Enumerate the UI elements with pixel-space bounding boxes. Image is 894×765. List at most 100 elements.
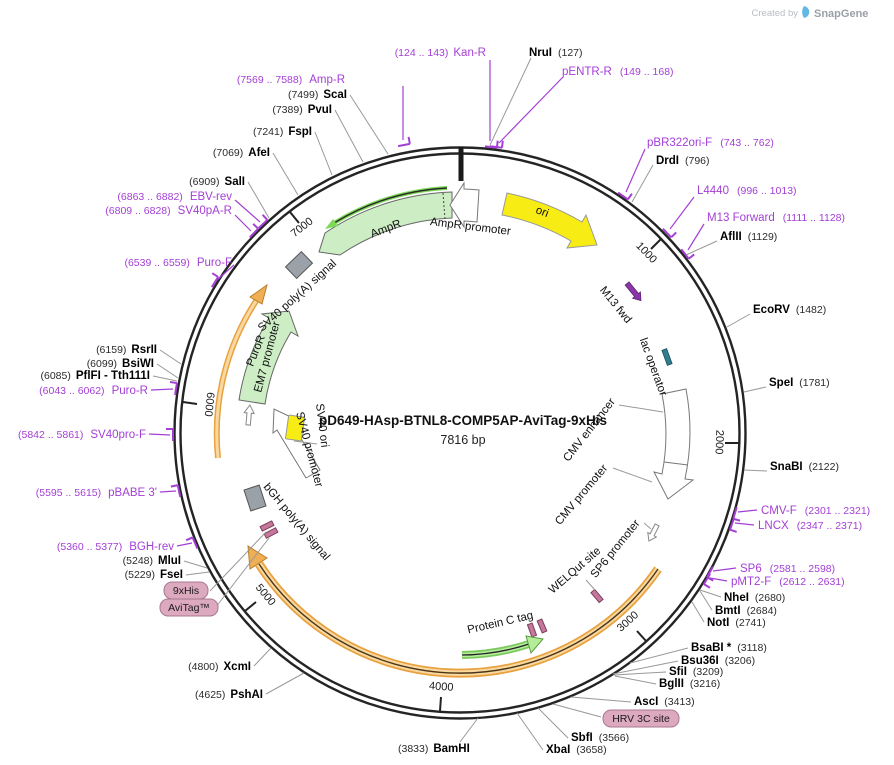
site-label-m13-forward[interactable]: M13 Forward (1111 .. 1128) [707, 212, 845, 224]
site-label-sv40pro-f[interactable]: (5842 .. 5861) SV40pro-F [18, 429, 146, 441]
site-label-rsrii[interactable]: (6159) RsrII [96, 344, 157, 356]
feature-ampr-promoter[interactable] [449, 181, 480, 229]
feature-orf-arc[interactable] [247, 545, 662, 678]
label-ori[interactable]: ori [534, 204, 550, 220]
origin-tick [458, 147, 464, 181]
site-label-snabi[interactable]: SnaBI (2122) [770, 461, 839, 473]
feature-lac-operator-mark[interactable] [661, 348, 673, 366]
feature-cmv[interactable] [653, 388, 695, 500]
site-label-puro-r[interactable]: (6043 .. 6062) Puro-R [39, 385, 148, 397]
label-m13-fwd[interactable]: M13 fwd [597, 284, 634, 325]
site-label-asci[interactable]: AscI (3413) [634, 696, 695, 708]
site-pos: (5842 .. 5861) [18, 429, 83, 441]
site-name: FspI [288, 126, 312, 138]
orf2-arrowhead [249, 283, 268, 305]
site-pos: (7069) [213, 147, 243, 159]
site-label-aflii[interactable]: AflII (1129) [720, 231, 777, 243]
site-label-pentr-r[interactable]: pENTR-R (149 .. 168) [562, 66, 674, 78]
avitag-badge[interactable] [159, 598, 219, 617]
feature-puror-band[interactable] [238, 310, 299, 405]
feature-ampr[interactable] [318, 186, 453, 256]
site-label-nhei[interactable]: NheI (2680) [724, 592, 785, 604]
site-name: AflII [720, 231, 742, 243]
site-label-bsiwi[interactable]: (6099) BsiWI [87, 358, 154, 370]
site-pos: (996 .. 1013) [737, 185, 797, 197]
leader-sp6-promoter [643, 522, 652, 530]
label-lac-operator[interactable]: lac operator [637, 336, 669, 397]
label-protein-c-tag[interactable]: Protein C tag [466, 610, 534, 637]
site-label-cmv-f[interactable]: CMV-F (2301 .. 2321) [761, 505, 870, 517]
feature-em7-arrow[interactable] [243, 404, 256, 426]
label-cmv-promoter[interactable]: CMV promoter [553, 462, 610, 527]
leader-xcmi [253, 647, 272, 667]
site-label-amp-r[interactable]: (7569 .. 7588) Amp-R [237, 74, 345, 86]
site-label-fspi[interactable]: (7241) FspI [253, 126, 312, 138]
feature-sv40-ori-box[interactable] [285, 414, 305, 442]
site-label-pbabe-3[interactable]: (5595 .. 5615) pBABE 3' [36, 487, 157, 499]
site-label-spei[interactable]: SpeI (1781) [769, 377, 830, 389]
sv40-polya-box[interactable] [284, 250, 314, 280]
site-label-afei[interactable]: (7069) AfeI [213, 147, 270, 159]
site-label-bglii[interactable]: BglII (3216) [659, 678, 720, 690]
leader-cmv-promoter [612, 467, 653, 483]
leader-sbfi [537, 707, 569, 739]
label-cmv-enhancer[interactable]: CMV enhancer [561, 396, 618, 464]
site-label-pshai[interactable]: (4625) PshAI [195, 689, 263, 701]
site-label-bsu36i[interactable]: Bsu36I (3206) [681, 655, 755, 667]
leader-bsabi [629, 647, 689, 664]
leader-scai [349, 94, 389, 155]
feature-m13-fwd-arrow[interactable] [623, 280, 645, 303]
welqut-site-mark[interactable] [590, 588, 604, 604]
site-label-noti[interactable]: NotI (2741) [707, 617, 766, 629]
site-label-pbr322ori-f[interactable]: pBR322ori-F (743 .. 762) [647, 137, 774, 149]
site-name: AscI [634, 696, 658, 708]
label-sv40-ori[interactable]: SV40 ori [313, 403, 330, 448]
site-label-mlui[interactable]: (5248) MluI [123, 555, 181, 567]
site-label-sfii[interactable]: SfiI (3209) [669, 666, 723, 678]
protein-c-tag-mark-1[interactable] [536, 618, 548, 634]
site-label-ebv-rev[interactable]: (6863 .. 6882) EBV-rev [117, 191, 232, 203]
site-label-l4440[interactable]: L4440 (996 .. 1013) [697, 185, 797, 197]
site-label-nrui[interactable]: NruI (127) [529, 47, 583, 59]
hrv-3c-site-badge[interactable] [602, 709, 680, 728]
bgh-polya-box[interactable] [243, 484, 267, 512]
leader-cmv-f [737, 509, 758, 513]
feature-orf2-arc[interactable] [213, 283, 268, 459]
site-label-pmt2-f[interactable]: pMT2-F (2612 .. 2631) [731, 576, 845, 588]
site-label-fsei[interactable]: (5229) FseI [125, 569, 183, 581]
site-label-sali[interactable]: (6909) SalI [189, 176, 245, 188]
site-label-lncx[interactable]: LNCX (2347 .. 2371) [758, 520, 862, 532]
site-label-kan-r[interactable]: (124 .. 143) Kan-R [395, 47, 486, 59]
site-pos: (6809 .. 6828) [105, 205, 170, 217]
site-label-pvui[interactable]: (7389) PvuI [272, 104, 332, 116]
site-label-sv40pa-r[interactable]: (6809 .. 6828) SV40pA-R [105, 205, 232, 217]
tick-7000 [289, 211, 300, 224]
site-label-pflfi-tth111i[interactable]: (6085) PflFI - Tth111I [41, 370, 151, 382]
site-label-bgh-rev[interactable]: (5360 .. 5377) BGH-rev [57, 541, 174, 553]
site-pos: (7499) [288, 89, 318, 101]
snapgene-wordmark: SnapGene [814, 8, 868, 20]
feature-sp6-arrow[interactable] [645, 523, 662, 543]
site-label-xbai[interactable]: XbaI (3658) [546, 744, 607, 756]
plasmid-size: 7816 bp [440, 433, 485, 447]
site-label-drdi[interactable]: DrdI (796) [656, 155, 710, 167]
site-label-bsabi[interactable]: BsaBI * (3118) [691, 642, 767, 654]
site-label-xcmi[interactable]: (4800) XcmI [188, 661, 251, 673]
site-label-scai[interactable]: (7499) ScaI [288, 89, 347, 101]
site-label-bmti[interactable]: BmtI (2684) [715, 605, 777, 617]
hrv-3c-site-badge-label: HRV 3C site [612, 713, 670, 725]
leader-lncx [734, 522, 755, 526]
site-label-ecorv[interactable]: EcoRV (1482) [753, 304, 826, 316]
avitag-mark[interactable] [263, 527, 279, 539]
site-name: pBR322ori-F [647, 137, 712, 149]
feature-ori-arrow[interactable] [501, 192, 598, 249]
site-label-sp6[interactable]: SP6 (2581 .. 2598) [740, 563, 835, 575]
site-label-puro-f[interactable]: (6539 .. 6559) Puro-F [124, 257, 232, 269]
site-label-bamhi[interactable]: (3833) BamHI [398, 743, 470, 755]
his9-mark[interactable] [259, 520, 275, 532]
protein-c-tag-mark-2[interactable] [526, 622, 538, 638]
feature-green-cds[interactable] [461, 635, 544, 659]
site-label-sbfi[interactable]: SbfI (3566) [571, 732, 629, 744]
feature-sv40-promoter-arrow[interactable] [272, 408, 321, 479]
